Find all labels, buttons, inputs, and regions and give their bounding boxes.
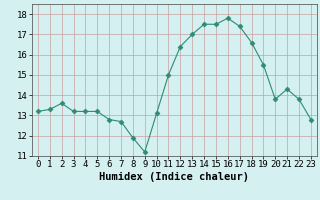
X-axis label: Humidex (Indice chaleur): Humidex (Indice chaleur)	[100, 172, 249, 182]
